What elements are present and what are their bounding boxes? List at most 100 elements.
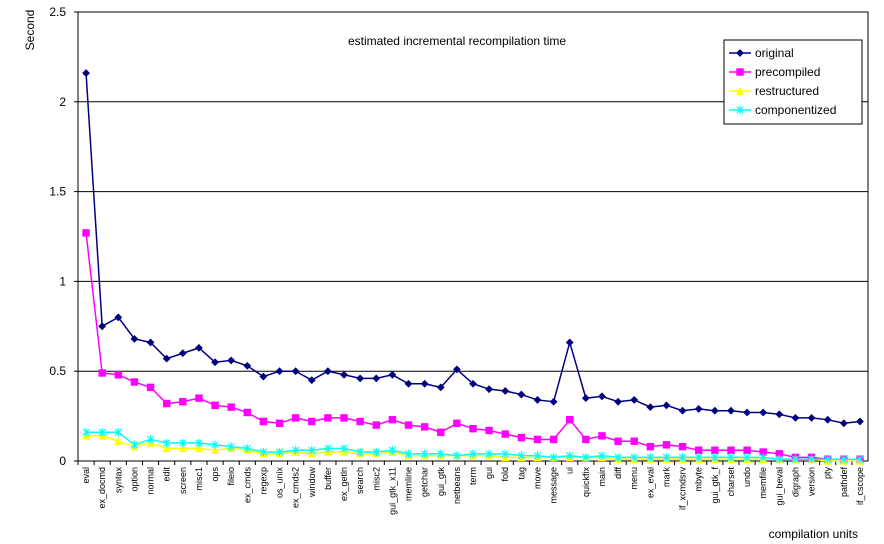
data-point xyxy=(646,403,655,412)
x-tick-label: getchar xyxy=(420,467,430,497)
data-point xyxy=(437,449,445,459)
legend-label: restructured xyxy=(755,84,819,98)
data-point xyxy=(340,414,348,422)
data-point xyxy=(533,435,542,444)
data-point xyxy=(614,453,622,462)
data-point xyxy=(98,428,106,437)
data-point xyxy=(646,453,654,462)
data-point xyxy=(501,430,509,438)
data-point xyxy=(211,401,219,410)
data-point xyxy=(630,453,638,462)
data-point xyxy=(146,383,155,392)
data-point xyxy=(501,387,510,395)
legend-label: original xyxy=(755,46,794,60)
data-point xyxy=(195,343,203,352)
x-tick-label: misc1 xyxy=(194,467,204,491)
data-point xyxy=(114,436,123,445)
data-point xyxy=(775,455,783,464)
x-tick-label: os_unix xyxy=(275,467,285,499)
x-tick-label: mark xyxy=(661,467,671,487)
data-point xyxy=(388,370,397,379)
data-point xyxy=(517,433,526,442)
data-point xyxy=(840,455,848,464)
data-point xyxy=(759,408,768,417)
data-point xyxy=(98,369,106,377)
data-point xyxy=(130,378,139,386)
x-tick-label: gui_beval xyxy=(774,467,784,506)
data-point xyxy=(566,415,574,424)
data-point xyxy=(711,446,719,454)
data-point xyxy=(485,449,493,459)
data-point xyxy=(421,449,429,459)
x-tick-label: eval xyxy=(81,467,91,484)
data-point xyxy=(114,313,123,322)
x-tick-label: ex_docmd xyxy=(97,467,107,509)
y-tick-label: 0 xyxy=(59,454,66,468)
data-point xyxy=(163,438,171,448)
x-tick-label: menu xyxy=(629,467,639,490)
x-tick-label: ex_cmds2 xyxy=(291,467,301,508)
data-point xyxy=(114,428,122,437)
data-point xyxy=(340,370,348,379)
data-point xyxy=(323,367,332,376)
data-point xyxy=(452,365,461,374)
x-tick-label: pty xyxy=(823,467,833,480)
data-point xyxy=(469,449,477,459)
data-point xyxy=(727,453,735,462)
data-point xyxy=(565,338,574,347)
x-tick-label: ops xyxy=(210,467,220,482)
data-point xyxy=(598,432,606,440)
data-point xyxy=(581,394,590,403)
x-tick-label: main xyxy=(597,467,607,487)
x-tick-label: if_cscope xyxy=(855,467,865,505)
data-point xyxy=(743,453,751,462)
x-tick-label: charset xyxy=(726,467,736,497)
x-tick-label: memline xyxy=(404,467,414,501)
data-point xyxy=(114,371,123,379)
x-tick-label: move xyxy=(532,467,542,489)
x-tick-label: window xyxy=(307,467,317,499)
data-point xyxy=(179,398,187,406)
data-point xyxy=(549,397,558,406)
data-point xyxy=(388,415,397,424)
data-point xyxy=(211,445,220,454)
x-tick-label: tag xyxy=(516,467,526,480)
data-point xyxy=(372,374,381,383)
x-tick-label: gui_gtk xyxy=(436,467,446,497)
x-tick-label: if_xcmdsrv xyxy=(678,467,688,511)
x-tick-label: undo xyxy=(742,467,752,487)
data-point xyxy=(420,423,429,431)
data-point xyxy=(695,453,703,462)
data-point xyxy=(211,358,219,367)
x-tick-label: memfile xyxy=(758,467,768,499)
data-point xyxy=(162,354,171,363)
legend-marker xyxy=(736,68,744,76)
data-point xyxy=(404,379,413,388)
data-point xyxy=(533,396,542,404)
data-point xyxy=(259,447,268,457)
data-point xyxy=(823,415,832,424)
data-point xyxy=(517,390,526,399)
data-point xyxy=(275,419,284,427)
data-point xyxy=(324,444,332,453)
legend-label: componentized xyxy=(755,103,836,117)
data-point xyxy=(243,444,251,453)
data-point xyxy=(82,428,90,437)
data-point xyxy=(662,453,671,462)
x-tick-label: gui_gtk_x11 xyxy=(387,467,397,515)
plot-border xyxy=(77,11,869,462)
data-point xyxy=(839,419,848,428)
x-tick-label: search xyxy=(355,467,365,494)
data-point xyxy=(82,69,90,77)
data-point xyxy=(178,444,187,453)
y-axis-label: Second xyxy=(23,10,37,51)
data-point xyxy=(243,361,252,370)
data-point xyxy=(791,413,800,422)
x-tick-label: fileio xyxy=(226,467,236,486)
y-tick-label: 2 xyxy=(59,95,66,109)
x-tick-label: fold xyxy=(500,467,510,482)
data-point xyxy=(404,421,413,429)
data-point xyxy=(501,449,509,459)
data-point xyxy=(275,367,284,376)
data-point xyxy=(275,447,284,457)
